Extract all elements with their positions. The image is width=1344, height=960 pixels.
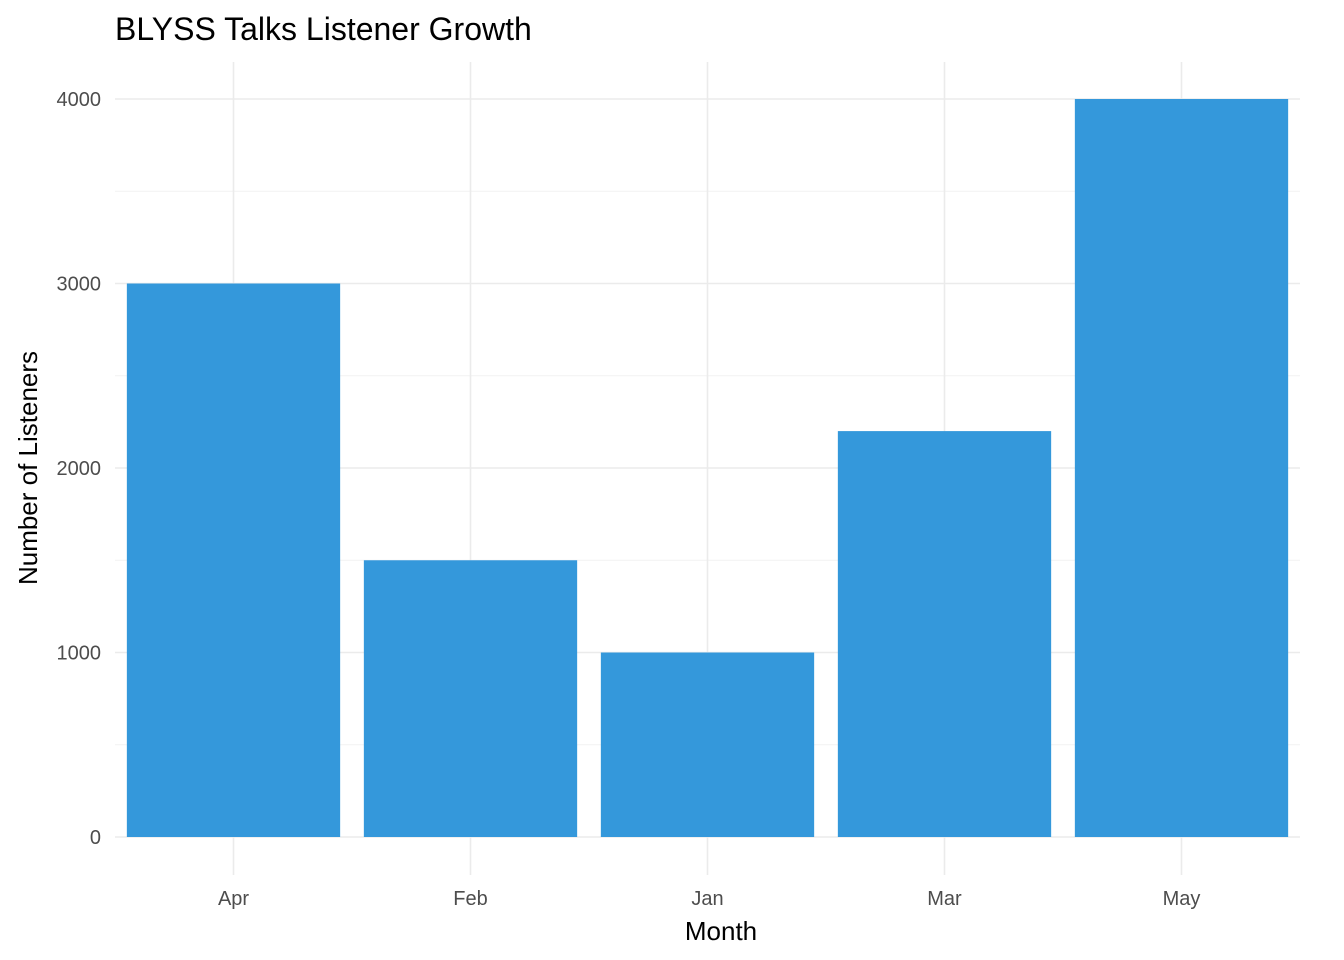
y-axis-title: Number of Listeners (13, 351, 43, 585)
x-tick-label: May (1163, 888, 1201, 910)
y-tick-label: 4000 (57, 89, 102, 111)
x-axis-ticks: Apr Feb Jan Mar May (218, 888, 1200, 910)
y-tick-label: 3000 (57, 274, 102, 296)
x-tick-label: Feb (453, 888, 487, 910)
bar-mar (837, 431, 1052, 837)
y-tick-label: 1000 (57, 643, 102, 665)
x-tick-label: Mar (927, 888, 962, 910)
bar-feb (363, 560, 578, 837)
bar-may (1074, 99, 1289, 837)
y-tick-label: 0 (90, 827, 101, 849)
bar-apr (126, 283, 341, 837)
x-tick-label: Apr (218, 888, 249, 910)
x-axis-title: Month (685, 916, 757, 946)
bars (126, 99, 1289, 837)
y-axis-ticks: 0 1000 2000 3000 4000 (57, 89, 102, 849)
x-tick-label: Jan (691, 888, 723, 910)
y-tick-label: 2000 (57, 458, 102, 480)
bar-jan (600, 652, 815, 837)
chart-title: BLYSS Talks Listener Growth (115, 11, 532, 47)
